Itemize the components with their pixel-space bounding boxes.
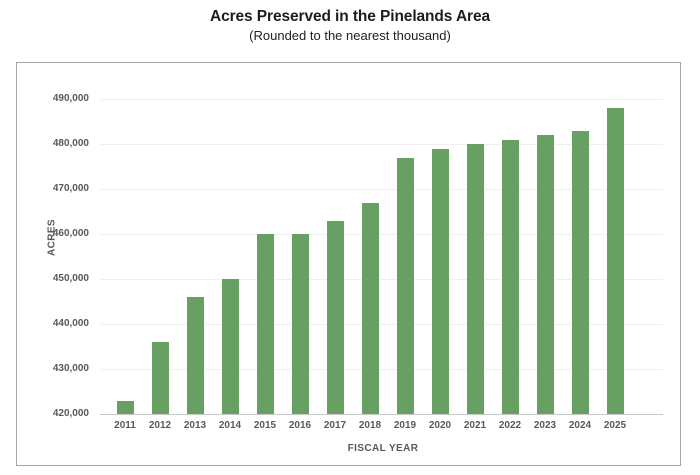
y-tick-label: 490,000 xyxy=(52,93,89,104)
bar-2012 xyxy=(151,342,169,414)
x-tick-label: 2014 xyxy=(218,420,242,431)
x-tick-label: 2013 xyxy=(183,420,207,431)
x-tick-label: 2023 xyxy=(533,420,557,431)
x-tick-label: 2024 xyxy=(568,420,592,431)
y-tick-label: 430,000 xyxy=(52,363,89,374)
bar-2022 xyxy=(501,139,519,414)
bar-2018 xyxy=(361,202,379,414)
bar-2019 xyxy=(396,157,414,414)
y-tick-label: 480,000 xyxy=(52,138,89,149)
x-tick-label: 2021 xyxy=(463,420,487,431)
bar-2016 xyxy=(291,234,309,414)
y-tick-label: 450,000 xyxy=(52,273,89,284)
gridline xyxy=(100,278,663,280)
gridline xyxy=(100,323,663,325)
y-tick-label: 420,000 xyxy=(52,408,89,419)
x-tick-label: 2015 xyxy=(253,420,277,431)
bar-2015 xyxy=(256,234,274,414)
bar-2025 xyxy=(606,108,624,414)
chart-title: Acres Preserved in the Pinelands Area xyxy=(209,8,491,25)
bar-2023 xyxy=(536,135,554,414)
gridline xyxy=(100,233,663,235)
x-axis-title: FISCAL YEAR xyxy=(347,443,419,454)
x-tick-label: 2025 xyxy=(603,420,627,431)
bar-2013 xyxy=(186,297,204,414)
x-tick-label: 2018 xyxy=(358,420,382,431)
x-tick-label: 2017 xyxy=(323,420,347,431)
y-tick-label: 470,000 xyxy=(52,183,89,194)
x-axis-baseline xyxy=(100,413,663,415)
bar-2020 xyxy=(431,148,449,414)
x-tick-label: 2016 xyxy=(288,420,312,431)
bar-2021 xyxy=(466,144,484,414)
y-axis-title: ACRES xyxy=(46,219,58,257)
x-tick-label: 2019 xyxy=(393,420,417,431)
gridline xyxy=(100,368,663,370)
x-tick-label: 2012 xyxy=(148,420,172,431)
bar-2014 xyxy=(221,279,239,414)
x-tick-label: 2020 xyxy=(428,420,452,431)
chart-subtitle: (Rounded to the nearest thousand) xyxy=(249,28,451,43)
bar-2011 xyxy=(116,400,134,414)
chart-plot-box xyxy=(16,62,681,466)
x-tick-label: 2011 xyxy=(114,420,136,431)
y-tick-label: 440,000 xyxy=(52,318,89,329)
gridline xyxy=(100,143,663,145)
bar-2017 xyxy=(326,220,344,414)
bar-2024 xyxy=(571,130,589,414)
x-tick-label: 2022 xyxy=(498,420,522,431)
y-tick-label: 460,000 xyxy=(52,228,89,239)
gridline xyxy=(100,98,663,100)
gridline xyxy=(100,188,663,190)
